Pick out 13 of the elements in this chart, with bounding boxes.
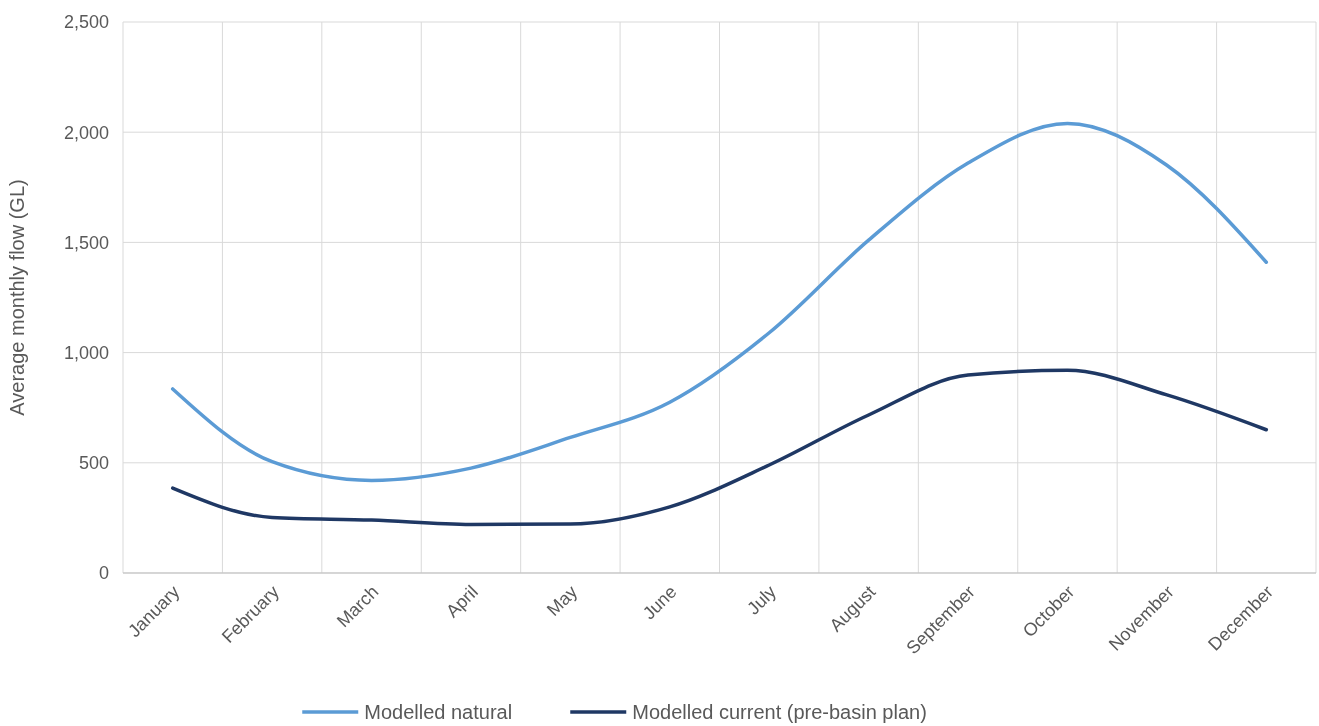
- line-series: [170, 121, 1269, 483]
- x-tick-label: July: [743, 581, 781, 619]
- y-tick-label: 0: [98, 563, 109, 584]
- y-tick-label: 1,500: [63, 232, 109, 253]
- x-tick-label: May: [543, 581, 582, 620]
- y-tick-label: 2,500: [63, 12, 109, 33]
- line-series: [170, 368, 1269, 527]
- legend-label: Modelled natural: [364, 701, 513, 723]
- y-tick-label: 2,000: [63, 122, 109, 143]
- legend-label: Modelled current (pre-basin plan): [632, 701, 927, 723]
- y-tick-label: 1,000: [63, 342, 109, 363]
- y-tick-label: 500: [78, 453, 109, 474]
- y-axis-title: Average monthly flow (GL): [6, 179, 28, 416]
